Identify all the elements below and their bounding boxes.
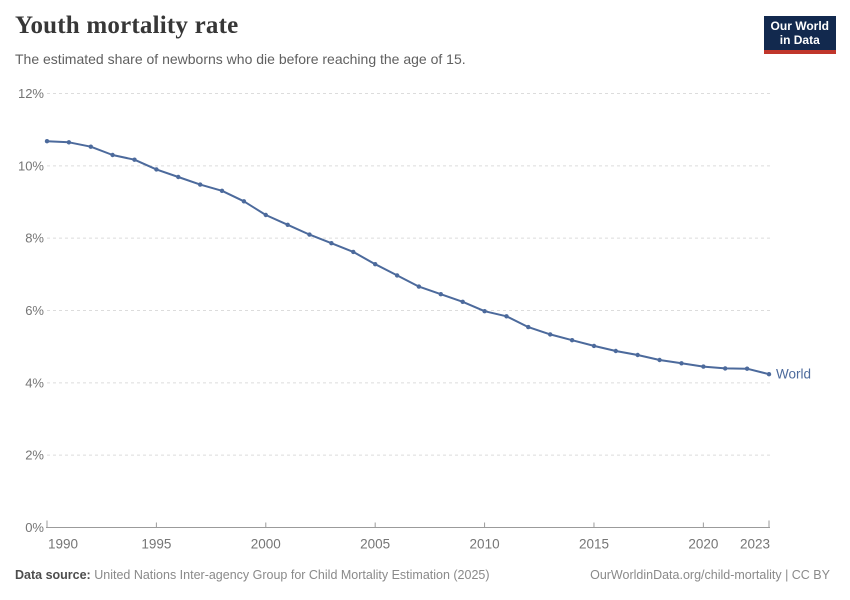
data-point — [723, 366, 728, 371]
series-line — [46, 140, 770, 376]
data-point — [285, 222, 290, 227]
x-axis-tick-label: 2020 — [688, 537, 718, 552]
data-source-note: Data source: United Nations Inter-agency… — [15, 568, 490, 582]
data-point — [176, 174, 181, 180]
data-point — [526, 324, 531, 330]
data-point — [307, 232, 312, 237]
data-point — [154, 167, 159, 172]
data-source-label: Data source: — [15, 568, 91, 582]
data-point — [416, 284, 422, 289]
chart-footer: Data source: United Nations Inter-agency… — [15, 568, 830, 582]
y-axis-tick-label: 12% — [18, 86, 44, 101]
data-point — [744, 366, 750, 371]
data-point — [701, 364, 706, 369]
data-point — [329, 241, 334, 246]
data-point — [263, 212, 268, 218]
data-point — [132, 157, 137, 162]
y-axis-tick-label: 6% — [25, 303, 44, 318]
data-point — [569, 338, 575, 343]
data-point — [548, 332, 553, 337]
owid-logo-line2: in Data — [779, 33, 820, 47]
data-point — [460, 299, 465, 304]
data-point — [504, 314, 509, 319]
y-axis-tick-label: 10% — [18, 158, 44, 173]
page-title: Youth mortality rate — [15, 12, 239, 39]
x-axis-tick-label: 2005 — [360, 537, 390, 552]
series-end-label: World — [776, 367, 811, 382]
data-point — [394, 273, 400, 278]
data-point — [219, 188, 225, 193]
data-point — [351, 249, 356, 255]
data-point — [373, 262, 378, 267]
data-point — [88, 144, 94, 149]
y-axis-tick-label: 2% — [25, 448, 44, 463]
data-point — [613, 348, 618, 354]
owid-logo-line1: Our World — [770, 19, 829, 33]
data-source-text: United Nations Inter-agency Group for Ch… — [94, 568, 490, 582]
data-point — [766, 372, 772, 377]
data-point — [66, 140, 72, 145]
chart-subtitle: The estimated share of newborns who die … — [15, 51, 466, 67]
y-axis-tick-label: 0% — [25, 520, 44, 535]
credit-link: OurWorldinData.org/child-mortality | CC … — [590, 568, 830, 582]
owid-logo: Our World in Data — [763, 16, 836, 54]
data-point — [635, 352, 640, 358]
data-point — [198, 182, 203, 187]
data-point — [241, 199, 247, 204]
data-point — [591, 343, 597, 349]
data-point — [679, 361, 684, 366]
data-point — [44, 139, 50, 144]
x-axis-tick-label: 2023 — [740, 537, 770, 552]
data-point — [482, 309, 487, 314]
x-axis-tick-label: 1990 — [48, 537, 78, 552]
data-point — [657, 357, 662, 363]
data-point — [438, 292, 443, 297]
data-point — [110, 152, 115, 158]
y-axis-tick-label: 8% — [25, 231, 44, 246]
y-axis-tick-label: 4% — [25, 375, 44, 390]
x-axis-tick-label: 2010 — [470, 537, 500, 552]
x-axis-tick-label: 2000 — [251, 537, 281, 552]
x-axis-tick-label: 2015 — [579, 537, 609, 552]
x-axis-tick-label: 1995 — [141, 537, 171, 552]
